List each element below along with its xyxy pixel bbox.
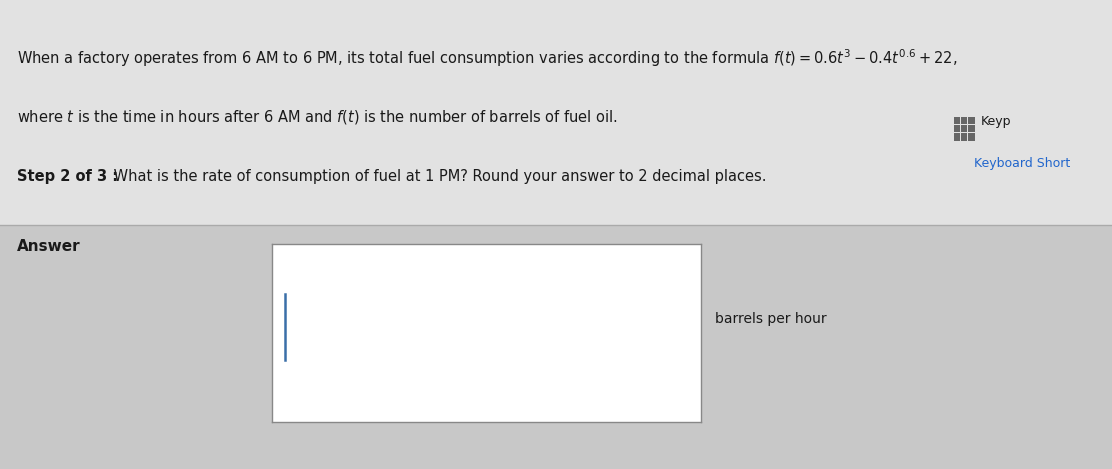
Text: barrels per hour: barrels per hour bbox=[715, 312, 826, 326]
Bar bbox=[954, 134, 961, 141]
Bar bbox=[969, 125, 974, 132]
Bar bbox=[969, 117, 974, 124]
Text: When a factory operates from 6 AM to 6 PM, its total fuel consumption varies acc: When a factory operates from 6 AM to 6 P… bbox=[17, 47, 957, 68]
Text: What is the rate of consumption of fuel at 1 PM? Round your answer to 2 decimal : What is the rate of consumption of fuel … bbox=[109, 169, 766, 184]
Text: where $t$ is the time in hours after 6 AM and $f(t)$ is the number of barrels of: where $t$ is the time in hours after 6 A… bbox=[17, 108, 617, 126]
Bar bbox=[961, 125, 967, 132]
Bar bbox=[954, 117, 961, 124]
Text: Keyp: Keyp bbox=[981, 115, 1011, 128]
Text: Answer: Answer bbox=[17, 239, 80, 254]
Bar bbox=[961, 134, 967, 141]
Bar bbox=[969, 134, 974, 141]
Text: Keyboard Short: Keyboard Short bbox=[974, 157, 1071, 170]
Bar bbox=[954, 125, 961, 132]
Bar bbox=[961, 117, 967, 124]
Text: Step 2 of 3 :: Step 2 of 3 : bbox=[17, 169, 118, 184]
